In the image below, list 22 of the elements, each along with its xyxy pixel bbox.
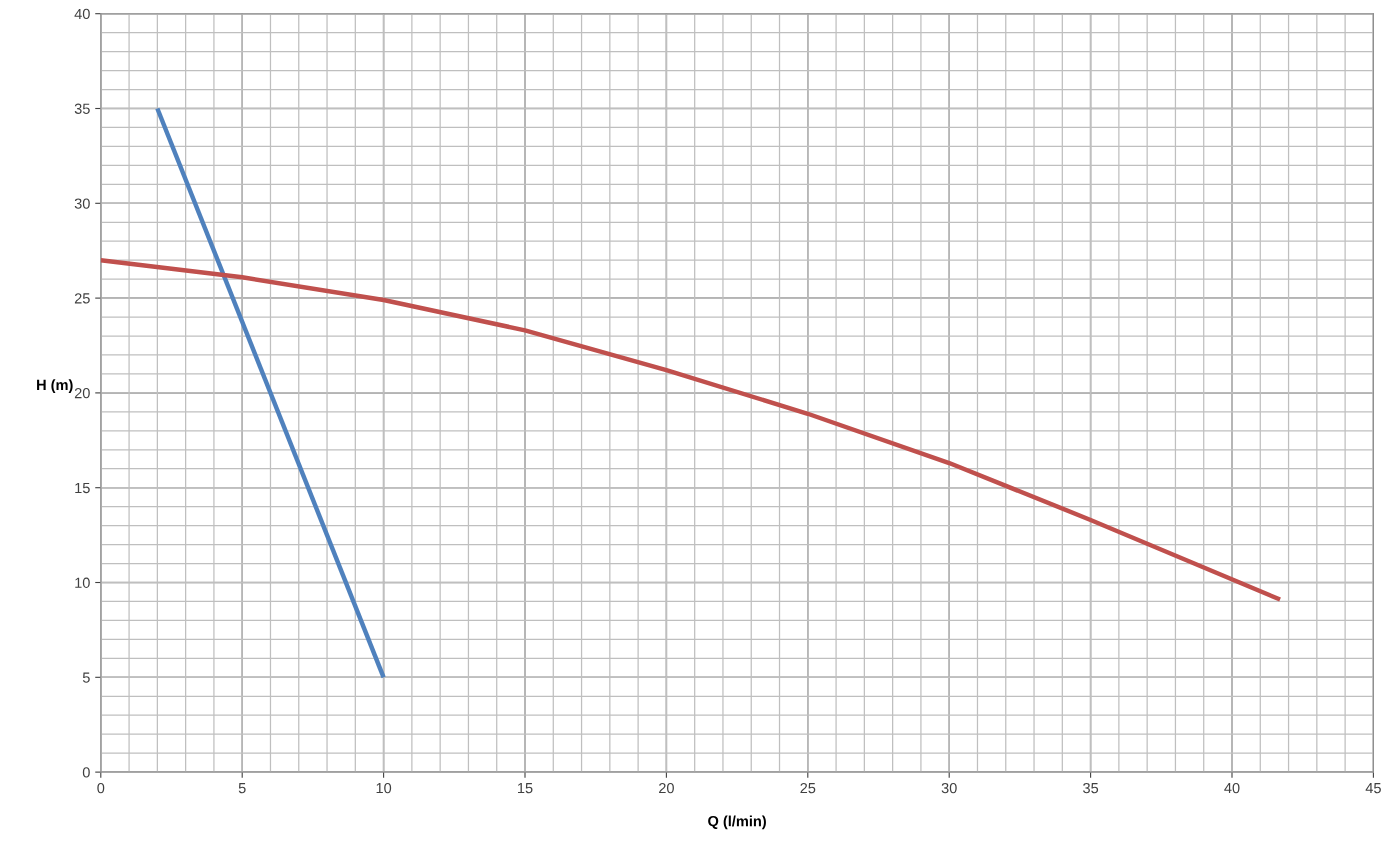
y-tick-label: 40	[74, 8, 90, 20]
y-tick-label: 30	[74, 198, 90, 209]
x-tick-label: 5	[238, 783, 246, 794]
x-tick-label: 35	[1083, 782, 1099, 794]
x-tick-label: 30	[941, 782, 957, 794]
x-tick-label: 15	[518, 783, 533, 794]
y-tick-label: 10	[75, 577, 90, 588]
y-tick-label: 15	[75, 482, 90, 494]
x-tick-label: 40	[1224, 782, 1240, 794]
y-tick-label: 20	[74, 388, 90, 399]
y-axis-title: H (m)	[37, 379, 73, 393]
y-tick-label: 5	[82, 672, 90, 683]
x-tick-label: 20	[659, 782, 674, 794]
x-tick-label: 0	[97, 782, 105, 794]
x-tick-label: 10	[376, 782, 392, 794]
y-tick-label: 25	[74, 293, 90, 304]
x-tick-label: 25	[800, 782, 816, 794]
x-axis-title: Q (l/min)	[708, 815, 766, 830]
line-series	[100, 257, 1283, 602]
y-tick-label: 0	[82, 767, 90, 778]
y-tick-label: 35	[74, 103, 90, 114]
x-tick-label: 45	[1365, 783, 1381, 794]
